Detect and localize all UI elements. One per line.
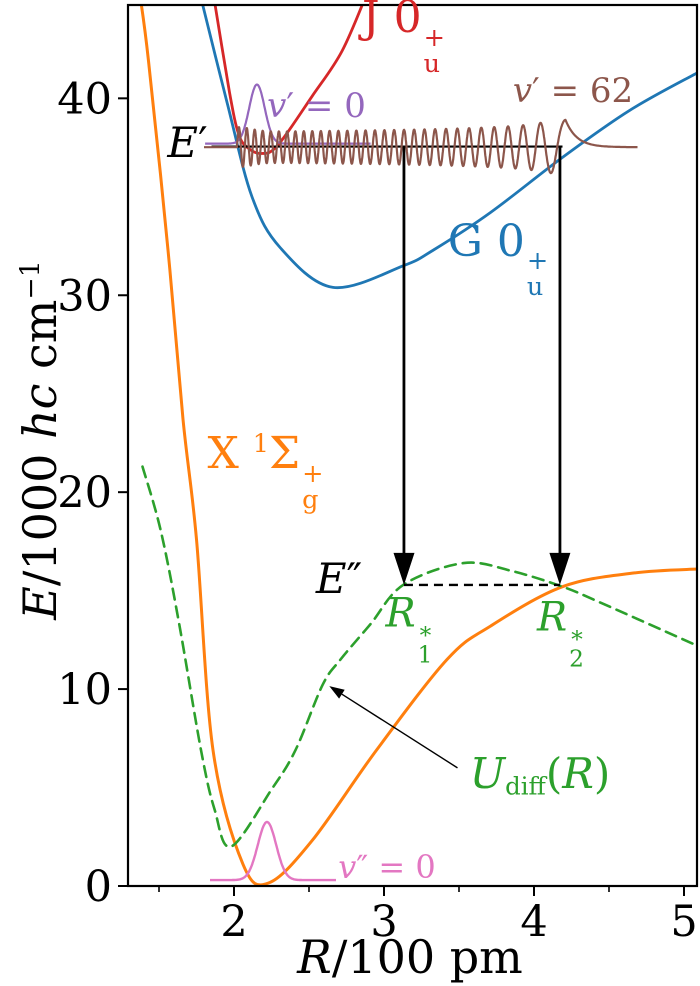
u-diff-curve [141,465,697,848]
axes-frame [126,3,699,888]
y-tick-label-10: 10 [57,665,112,715]
y-tick-label-0: 0 [85,862,112,912]
y-tick-label-40: 40 [57,74,112,124]
j-state-curve [213,5,364,155]
y-tick-label-30: 30 [57,271,112,321]
x-tick-label-5: 5 [670,897,697,947]
u-diff-pointer-arrow [329,686,458,769]
x-state-curve [139,5,697,886]
x-tick-label-4: 4 [520,897,547,947]
transition-arrow-r2 [549,146,571,585]
x-tick-label-2: 2 [220,897,247,947]
wavefunction-v-prime-62 [204,118,638,175]
tick-labels: 0 10 20 30 40 2 3 4 5 [57,74,697,947]
wavefunction-v-double-prime-0 [209,820,337,882]
y-tick-label-20: 20 [57,468,112,518]
transition-arrow-r1 [393,146,415,585]
axis-ticks [118,97,685,896]
x-tick-label-3: 3 [370,897,397,947]
